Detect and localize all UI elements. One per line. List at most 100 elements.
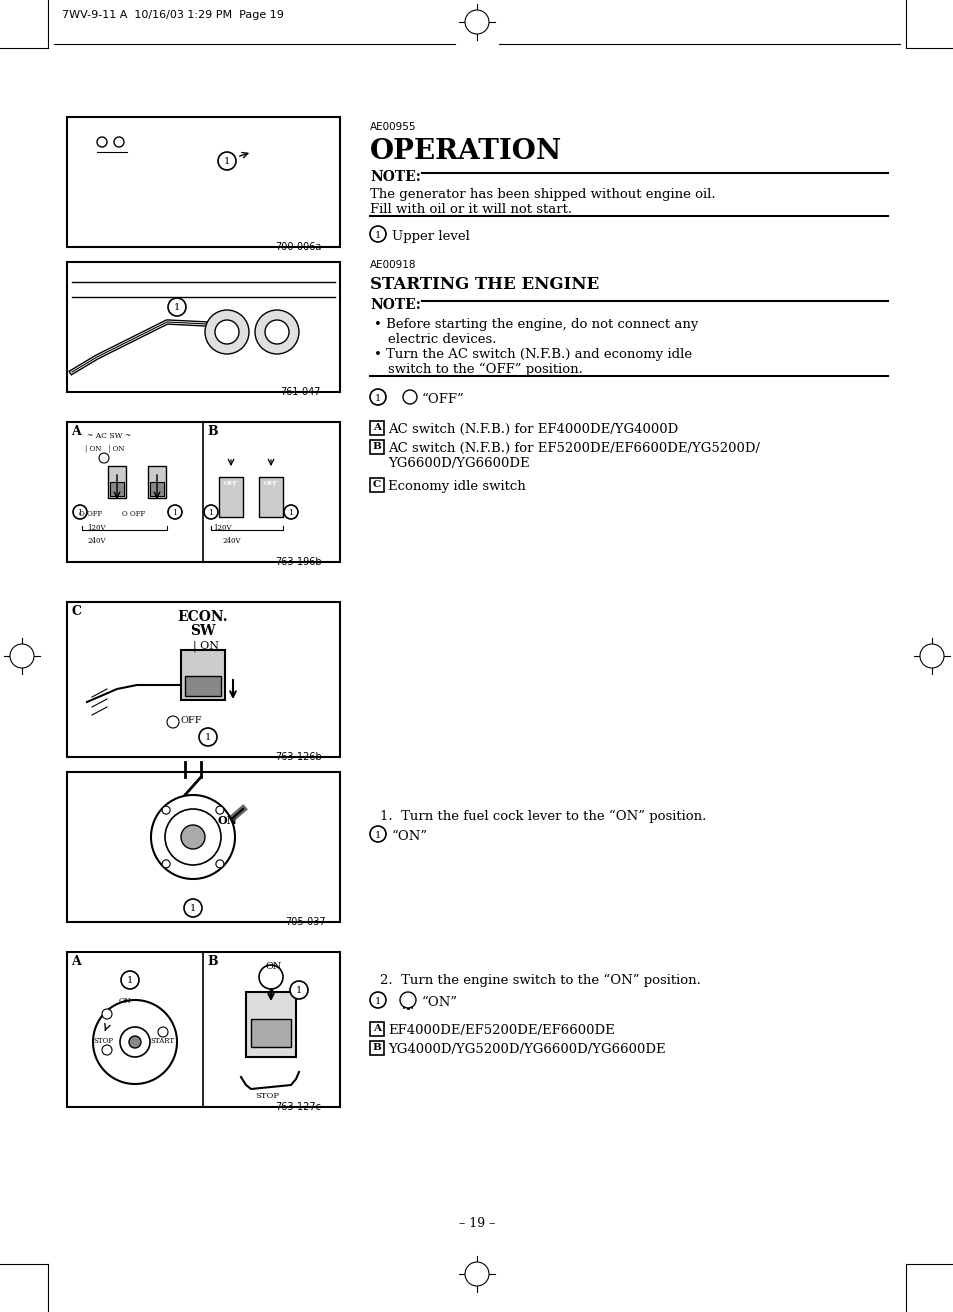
Text: 1.  Turn the fuel cock lever to the “ON” position.: 1. Turn the fuel cock lever to the “ON” …	[379, 810, 705, 823]
Text: 1: 1	[375, 394, 381, 403]
Circle shape	[151, 795, 234, 879]
Bar	[258, 478, 283, 517]
Circle shape	[205, 310, 249, 354]
Text: C: C	[373, 480, 380, 489]
Bar	[370, 421, 384, 436]
Bar	[251, 1019, 291, 1047]
Bar	[67, 771, 339, 922]
Text: A: A	[373, 1023, 380, 1033]
Text: C: C	[71, 605, 81, 618]
Circle shape	[129, 1036, 141, 1048]
Text: Economy idle switch: Economy idle switch	[388, 480, 525, 493]
Text: “ON”: “ON”	[421, 996, 457, 1009]
Text: AC switch (N.F.B.) for EF4000DE/YG4000D: AC switch (N.F.B.) for EF4000DE/YG4000D	[388, 422, 678, 436]
Circle shape	[168, 298, 186, 316]
Text: YG6600D/YG6600DE: YG6600D/YG6600DE	[388, 457, 529, 470]
Text: A: A	[71, 955, 81, 968]
Circle shape	[162, 806, 170, 815]
Bar	[67, 117, 339, 247]
Text: ON: ON	[218, 815, 237, 827]
Circle shape	[370, 388, 386, 405]
Bar	[370, 1022, 384, 1036]
Circle shape	[99, 453, 109, 463]
Text: Fill with oil or it will not start.: Fill with oil or it will not start.	[370, 203, 572, 216]
Text: STOP: STOP	[92, 1036, 112, 1044]
Text: O OFF: O OFF	[79, 510, 102, 518]
Bar	[167, 307, 212, 342]
Text: 763-127c: 763-127c	[274, 1102, 320, 1113]
Text: 1: 1	[172, 509, 177, 517]
Text: Upper level: Upper level	[392, 230, 470, 243]
Text: 1: 1	[209, 509, 213, 517]
Text: 7WV-9-11 A  10/16/03 1:29 PM  Page 19: 7WV-9-11 A 10/16/03 1:29 PM Page 19	[62, 10, 284, 20]
Circle shape	[97, 136, 107, 147]
Bar	[208, 811, 248, 829]
Bar	[67, 262, 339, 392]
Text: | ON: | ON	[193, 640, 219, 652]
Text: 1: 1	[295, 987, 302, 996]
Circle shape	[102, 1009, 112, 1019]
Text: • Before starting the engine, do not connect any: • Before starting the engine, do not con…	[374, 318, 698, 331]
Text: ON: ON	[118, 997, 132, 1005]
Bar	[219, 478, 243, 517]
Text: EF4000DE/EF5200DE/EF6600DE: EF4000DE/EF5200DE/EF6600DE	[388, 1023, 614, 1036]
Text: 240V: 240V	[223, 537, 241, 544]
Circle shape	[199, 728, 216, 747]
Circle shape	[215, 806, 224, 815]
Circle shape	[181, 825, 205, 849]
Text: switch to the “OFF” position.: switch to the “OFF” position.	[388, 363, 582, 377]
Circle shape	[167, 716, 179, 728]
Circle shape	[162, 859, 170, 867]
Bar	[370, 1040, 384, 1055]
Circle shape	[214, 320, 239, 344]
Text: 1: 1	[375, 997, 381, 1006]
Bar	[67, 422, 339, 562]
Circle shape	[265, 320, 289, 344]
Text: SW: SW	[190, 625, 215, 638]
Circle shape	[919, 644, 943, 668]
Bar	[370, 478, 384, 492]
Text: 1: 1	[205, 733, 211, 743]
Circle shape	[218, 152, 235, 171]
Circle shape	[204, 505, 218, 520]
Circle shape	[121, 971, 139, 989]
Bar	[71, 133, 232, 192]
Text: 1: 1	[77, 509, 82, 517]
Text: 120V: 120V	[87, 523, 106, 531]
Text: “OFF”: “OFF”	[421, 394, 464, 405]
Circle shape	[102, 1044, 112, 1055]
Text: B: B	[207, 955, 217, 968]
Circle shape	[92, 1000, 177, 1084]
Text: • Turn the AC switch (N.F.B.) and economy idle: • Turn the AC switch (N.F.B.) and econom…	[374, 348, 691, 361]
Text: 763-126b: 763-126b	[274, 752, 321, 762]
Circle shape	[370, 827, 386, 842]
Bar	[258, 478, 283, 491]
Text: A: A	[373, 422, 380, 432]
Circle shape	[215, 859, 224, 867]
Polygon shape	[242, 127, 327, 177]
Text: STOP: STOP	[254, 1092, 278, 1099]
Circle shape	[464, 10, 489, 34]
Circle shape	[399, 992, 416, 1008]
Text: OFF: OFF	[224, 482, 238, 485]
Circle shape	[158, 1027, 168, 1036]
Text: B: B	[207, 425, 217, 438]
Text: 240V: 240V	[87, 537, 106, 544]
Text: 1: 1	[375, 830, 381, 840]
Text: 763-196b: 763-196b	[274, 558, 321, 567]
Bar	[181, 649, 225, 701]
Text: NOTE:: NOTE:	[370, 298, 420, 312]
Circle shape	[402, 390, 416, 404]
Text: B: B	[373, 442, 381, 451]
Bar	[219, 478, 243, 491]
Bar	[77, 293, 102, 312]
Circle shape	[73, 505, 87, 520]
Circle shape	[120, 1027, 150, 1057]
Text: ECON.: ECON.	[177, 610, 228, 625]
Bar	[108, 466, 126, 499]
Text: electric devices.: electric devices.	[388, 333, 496, 346]
Text: AE00955: AE00955	[370, 122, 416, 133]
Circle shape	[254, 310, 298, 354]
Text: AE00918: AE00918	[370, 260, 416, 270]
Circle shape	[284, 505, 297, 520]
